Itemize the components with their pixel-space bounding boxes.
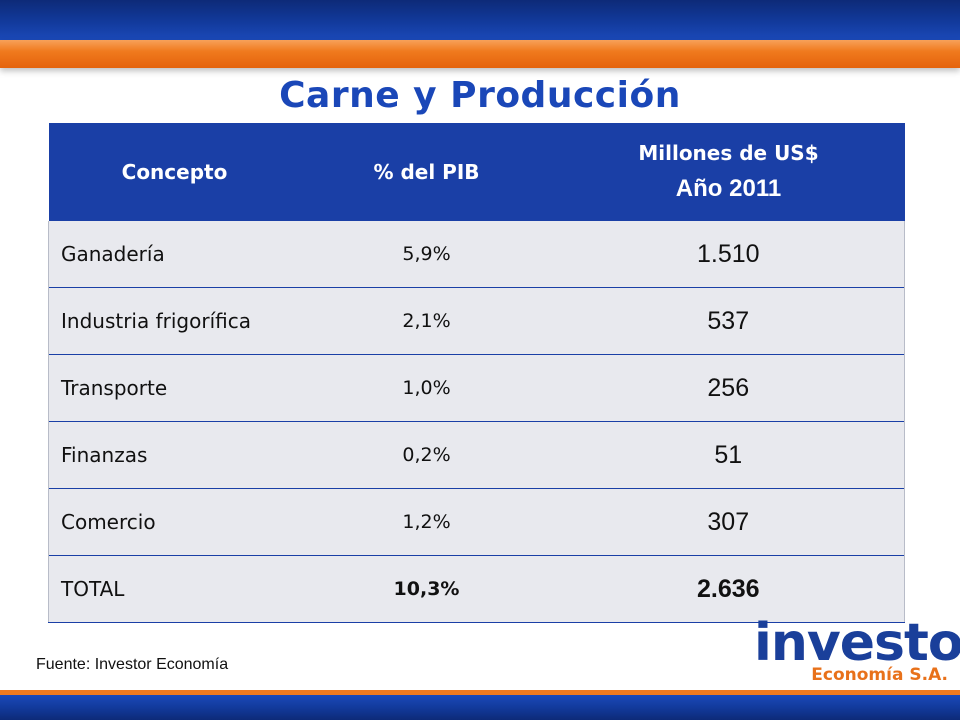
header-amount-unit: Millones de US$ <box>638 140 819 165</box>
logo-subtitle: Economía S.A. <box>811 665 948 685</box>
table-body: Ganadería 5,9% 1.510 Industria frigorífi… <box>48 221 905 623</box>
cell-pct-pib: 0,2% <box>300 421 553 489</box>
cell-pct-pib: 5,9% <box>300 221 553 288</box>
header-pct-pib: % del PIB <box>300 123 553 221</box>
header-concept: Concepto <box>48 123 301 221</box>
cell-concept: Comercio <box>48 488 301 556</box>
slide-title: Carne y Producción <box>279 75 681 116</box>
table-row: Transporte 1,0% 256 <box>48 354 905 422</box>
cell-amount: 256 <box>552 354 905 422</box>
logo-wordmark: investor <box>754 613 960 673</box>
cell-amount: 537 <box>552 287 905 355</box>
bottom-blue-stripe <box>0 695 960 720</box>
table-row: Comercio 1,2% 307 <box>48 488 905 556</box>
header-amount-year: Año 2011 <box>675 174 782 202</box>
source-note: Fuente: Investor Economía <box>36 656 229 673</box>
top-blue-stripe <box>0 0 960 40</box>
data-table: Concepto % del PIB Millones de US$ Año 2… <box>48 123 905 623</box>
cell-concept: Industria frigorífica <box>48 287 301 355</box>
table-row: Ganadería 5,9% 1.510 <box>48 221 905 288</box>
cell-pct-pib: 1,2% <box>300 488 553 556</box>
cell-concept: Transporte <box>48 354 301 422</box>
cell-amount: 307 <box>552 488 905 556</box>
cell-total-label: TOTAL <box>48 555 301 623</box>
cell-total-pct-pib: 10,3% <box>300 555 553 623</box>
top-decorative-band <box>0 0 960 68</box>
cell-amount: 1.510 <box>552 221 905 288</box>
cell-total-amount: 2.636 <box>552 555 905 623</box>
cell-concept: Ganadería <box>48 221 301 288</box>
header-amount: Millones de US$ Año 2011 <box>552 123 905 221</box>
cell-pct-pib: 2,1% <box>300 287 553 355</box>
table-header: Concepto % del PIB Millones de US$ Año 2… <box>48 123 905 221</box>
bottom-decorative-band <box>0 690 960 720</box>
bottom-orange-stripe <box>0 690 960 695</box>
table-header-row: Concepto % del PIB Millones de US$ Año 2… <box>48 123 905 221</box>
cell-concept: Finanzas <box>48 421 301 489</box>
cell-pct-pib: 1,0% <box>300 354 553 422</box>
top-orange-stripe <box>0 40 960 68</box>
cell-amount: 51 <box>552 421 905 489</box>
table-row: Industria frigorífica 2,1% 537 <box>48 287 905 355</box>
table-total-row: TOTAL 10,3% 2.636 <box>48 555 905 623</box>
table-row: Finanzas 0,2% 51 <box>48 421 905 489</box>
investor-logo: investor Economía S.A. <box>754 613 960 690</box>
